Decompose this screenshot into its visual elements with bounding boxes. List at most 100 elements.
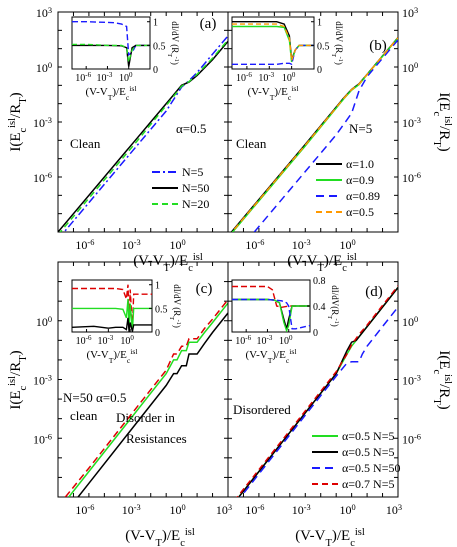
inset-x-tick-label-part: 10 <box>257 336 267 347</box>
legend-label: α=1.0 <box>346 157 374 171</box>
inset-x-tick-label: 10-3 <box>97 334 113 347</box>
y-axis-label-right-bottom-part: I(E <box>436 350 452 369</box>
inset-x-tick-label-part: 10 <box>76 336 86 347</box>
x-axis-label-bottom-left: (V-VT)/Ecisl <box>125 527 195 547</box>
inset-y-label-part: T <box>331 53 338 57</box>
x-tick-label: 10-3 <box>122 503 141 518</box>
inset-y-label: dI/dV (RT-1) <box>167 21 181 65</box>
inset-x-tick-label: 10-6 <box>235 334 251 347</box>
panel-label: (c) <box>196 281 213 297</box>
inset-x-tick-label: 100 <box>282 71 296 84</box>
x-axis-label-bottom-left-part: isl <box>185 527 195 538</box>
inset-x-tick-label-part: 0 <box>289 334 293 342</box>
x-axis-label-top-left: (V-VT)/Ecisl <box>133 252 203 274</box>
x-axis-label-top-left-part: T <box>163 263 170 274</box>
legend-label: α=0.5 N=5 <box>342 429 395 443</box>
inset-x-label-part: )/E <box>274 86 288 98</box>
y-axis-label-left-top-part: /R <box>8 104 24 118</box>
y-axis-label-left-bottom-part: isl <box>7 376 18 386</box>
inset-y-label: dI/dV (RT-1) <box>331 21 345 65</box>
inset-y-tick-label: 0.8 <box>313 276 326 287</box>
x-tick-label-part: 10 <box>122 238 134 252</box>
legend-label: N=20 <box>182 197 209 211</box>
series-line-05N5 <box>237 287 398 497</box>
inset-x-tick-label: 100 <box>119 71 133 84</box>
y-tick-label-right-part: 10 <box>402 374 414 388</box>
y-tick-label-part: 10 <box>33 171 45 185</box>
x-axis-label-bottom-left-part: (V-V <box>125 528 155 544</box>
x-tick-label: 10-6 <box>245 503 264 518</box>
x-tick-label-part: 3 <box>398 503 402 512</box>
inset-y-label-part: ) <box>170 62 180 65</box>
annotation: Clean <box>70 136 101 151</box>
inset-y-tick-label: 0.5 <box>155 304 168 315</box>
x-tick-label: 10-3 <box>122 238 141 253</box>
x-tick-label: 10-3 <box>292 238 311 253</box>
inset-line <box>232 285 310 309</box>
legend: N=5 N=50 N=20 <box>152 165 209 211</box>
x-tick-label-part: 10 <box>340 238 352 252</box>
inset-y-tick-label: 0.5 <box>317 41 330 52</box>
inset-series <box>232 21 314 66</box>
x-tick-label-part: 10 <box>170 503 182 517</box>
inset-x-tick-label: 10-3 <box>97 71 113 84</box>
y-tick-label-right-part: 3 <box>414 6 418 15</box>
y-tick-label: 100 <box>36 61 52 76</box>
inset-x-label-part: isl <box>130 347 137 356</box>
inset-y-label-part: -1 <box>334 319 341 324</box>
x-tick-label-part: 10 <box>75 238 87 252</box>
inset-series <box>232 285 310 332</box>
x-axis-label-top-right-part: isl <box>347 252 357 263</box>
panel-a: 10-6 10-3 10010310010-310-6(a)Cleanα=0.5N=… <box>33 6 229 253</box>
inset-x-tick-label: 10-6 <box>76 334 92 347</box>
inset-x-tick-label-part: 10 <box>120 336 130 347</box>
y-axis-label-right-top-part: c <box>432 111 443 116</box>
x-tick-label-part: 0 <box>182 503 186 512</box>
series-group <box>236 285 398 497</box>
inset-line <box>232 298 310 330</box>
y-tick-label-right-part: 10 <box>402 171 414 185</box>
inset-y-tick-label: 0.5 <box>153 41 166 52</box>
inset-y-label: dI/dV(RT-1) <box>327 285 341 327</box>
inset-x-tick-label: 100 <box>120 334 134 347</box>
y-tick-label: 10-3 <box>33 116 52 131</box>
inset-series <box>72 21 150 67</box>
series-group <box>230 37 398 232</box>
annotation: Clean <box>236 136 267 151</box>
y-axis-label-left-top-part: isl <box>7 118 18 128</box>
inset-y-label-part: -1 <box>174 57 181 62</box>
inset-x-tick-label: 10-3 <box>257 334 273 347</box>
y-axis-label-left-top-part: ) <box>8 92 24 97</box>
inset-x-label-part: (V-V <box>86 349 108 361</box>
inset-x-label-part: )/E <box>272 349 286 361</box>
x-axis-label-top-right: (V-VT)/Ecisl <box>287 252 357 274</box>
x-tick-label: 100 <box>170 503 186 518</box>
x-tick-label-part: -3 <box>304 503 311 512</box>
inset-line <box>72 317 152 332</box>
x-axis-label-top-right-part: c <box>342 263 347 274</box>
inset-x-label-part: c <box>286 356 290 365</box>
y-axis-label-right-top-part: T <box>432 140 443 147</box>
inset-x-tick-label: 10-6 <box>75 71 91 84</box>
x-axis-label-bottom-right-part: )/E <box>332 528 350 544</box>
series-line-1 <box>68 302 228 497</box>
y-tick-label-part: 10 <box>33 432 45 446</box>
annotation: Disordered <box>233 402 291 417</box>
inset-x-label: (V-VT)/Ecisl <box>85 84 136 102</box>
y-tick-label-right-part: 10 <box>402 315 414 329</box>
y-axis-label-right-bottom-part: T <box>432 398 443 405</box>
annotation: α=0.5 <box>176 121 206 136</box>
inset: 10-6 10-3 100 00.40.8(V-VT)/EcisldI/dV(RT-1… <box>231 276 341 365</box>
inset-line <box>72 44 150 67</box>
inset-x-label-part: )/E <box>113 349 127 361</box>
y-tick-label-right: 10-6 <box>402 432 421 447</box>
y-axis-label-right-top-part: I(E <box>436 92 452 111</box>
x-axis-label-top-right-part: T <box>317 263 324 274</box>
inset-x-label-part: )/E <box>112 86 126 98</box>
x-axis-label-bottom-right-part: c <box>350 538 355 547</box>
legend-label: N=5 <box>182 165 203 179</box>
series-line-05N50 <box>239 306 398 497</box>
inset-y-label-part: -1 <box>176 320 183 325</box>
